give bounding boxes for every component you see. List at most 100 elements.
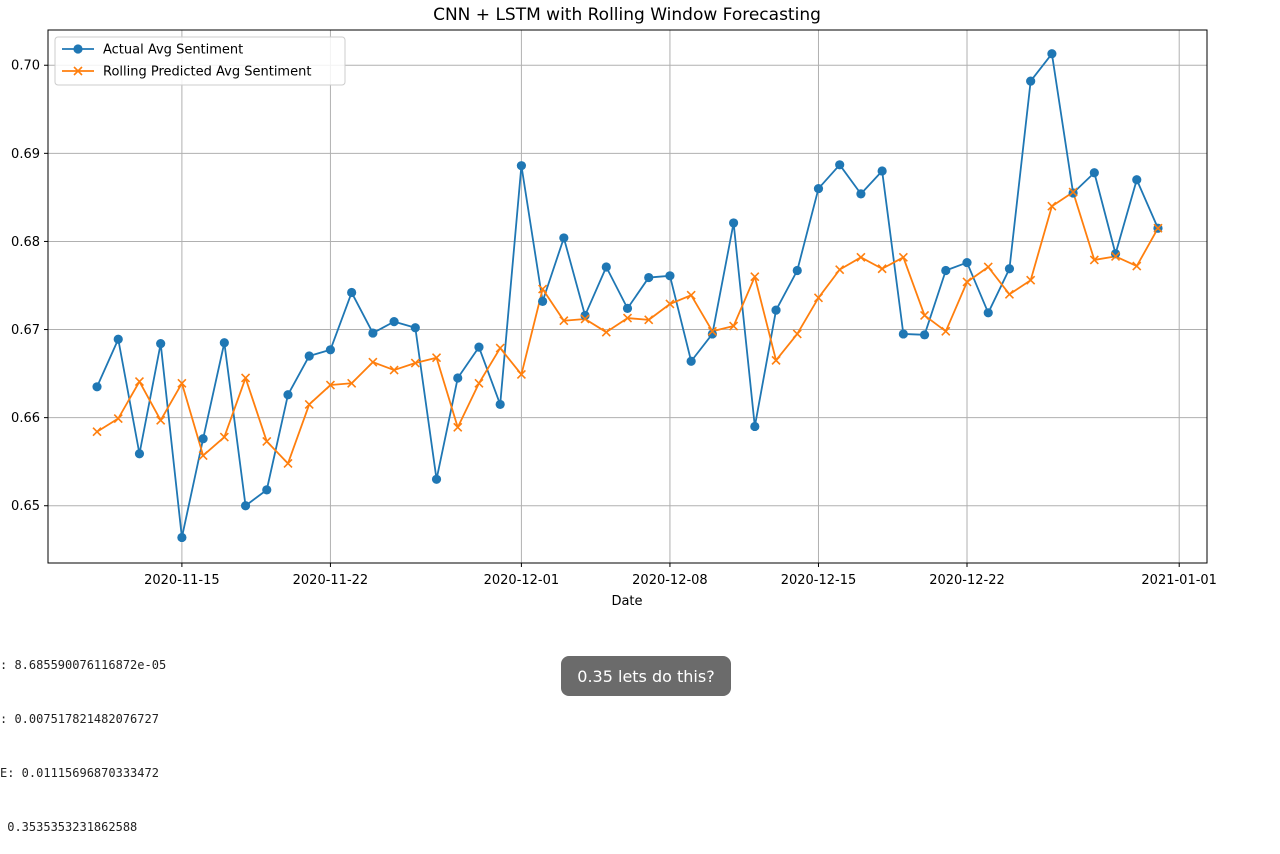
data-point: [156, 339, 166, 349]
metric-line: : 8.685590076116872e-05: [0, 658, 167, 672]
data-point: [622, 313, 633, 323]
data-point: [983, 262, 993, 272]
data-point: [134, 449, 145, 459]
x-tick-label: 2020-12-08: [632, 573, 708, 588]
data-point: [771, 355, 781, 365]
data-point: [431, 474, 442, 484]
data-point: [707, 329, 717, 339]
x-tick-label: 2020-12-15: [781, 573, 857, 588]
data-point: [368, 328, 378, 338]
data-point: [1026, 76, 1036, 86]
data-point: [941, 265, 951, 276]
data-point: [516, 161, 527, 171]
data-point: [856, 252, 866, 262]
data-point: [474, 342, 484, 352]
data-point: [1004, 264, 1015, 274]
x-tick-label: 2020-11-22: [293, 573, 369, 588]
data-point: [601, 327, 611, 337]
legend-label: Actual Avg Sentiment: [103, 43, 243, 58]
data-point: [665, 271, 675, 281]
y-tick-label: 0.67: [11, 323, 40, 338]
data-point: [113, 413, 123, 424]
data-point: [835, 160, 845, 170]
data-point: [262, 436, 272, 446]
data-point: [750, 272, 760, 282]
data-point: [1047, 201, 1057, 211]
data-point: [601, 262, 611, 272]
sentiment-chart: CNN + LSTM with Rolling Window Forecasti…: [11, 5, 1217, 609]
x-axis-label: Date: [611, 594, 642, 609]
data-point: [898, 329, 908, 339]
data-point: [198, 434, 208, 444]
data-point: [538, 284, 548, 294]
data-point: [813, 293, 824, 303]
data-point: [1110, 249, 1121, 259]
data-point: [941, 326, 951, 336]
x-tick-label: 2020-12-01: [484, 573, 560, 588]
data-point: [1153, 223, 1163, 233]
y-tick-label: 0.66: [11, 411, 40, 426]
data-point: [1068, 187, 1078, 197]
metrics-output: : 8.685590076116872e-05 : 0.007517821482…: [0, 620, 166, 854]
series-markers: [92, 49, 1163, 543]
data-point: [240, 373, 251, 383]
data-point: [368, 357, 378, 367]
data-point: [644, 315, 654, 325]
data-point: [644, 272, 654, 283]
data-point: [347, 378, 357, 388]
data-point: [538, 296, 548, 306]
data-point: [156, 415, 166, 425]
series-line: [96, 52, 1159, 539]
data-point: [813, 183, 824, 194]
data-point: [1110, 251, 1121, 261]
data-point: [177, 532, 187, 543]
data-point: [792, 265, 802, 276]
data-point: [240, 501, 251, 511]
y-tick-label: 0.69: [11, 147, 40, 162]
data-point: [792, 329, 802, 339]
data-point: [898, 252, 908, 262]
data-point: [495, 343, 505, 353]
data-point: [622, 303, 633, 313]
data-point: [516, 369, 526, 380]
data-point: [1026, 275, 1036, 285]
series-line: [96, 191, 1159, 465]
data-point: [283, 458, 293, 469]
data-point: [729, 321, 739, 331]
data-point: [304, 399, 314, 409]
data-point: [1047, 49, 1057, 59]
chat-tooltip[interactable]: 0.35 lets do this?: [561, 656, 731, 696]
y-tick-label: 0.68: [11, 235, 40, 250]
data-point: [219, 432, 229, 442]
data-point: [728, 218, 739, 228]
plot-frame: [47, 29, 1208, 564]
legend: Actual Avg Sentiment Rolling Predicted Av…: [54, 36, 346, 86]
x-axis: 2020-11-15 2020-11-22 2020-12-01 2020-12-08…: [144, 563, 1217, 588]
plot-area-border: [47, 29, 1208, 564]
data-point: [1004, 289, 1015, 299]
metric-line: : 0.007517821482076727: [0, 712, 159, 726]
data-point: [431, 353, 442, 363]
data-point: [962, 277, 972, 287]
data-point: [453, 373, 463, 383]
data-point: [771, 305, 781, 315]
metric-line: 0.3535353231862588: [0, 820, 138, 834]
data-point: [559, 316, 569, 326]
data-point: [92, 382, 102, 392]
legend-marker: [73, 44, 83, 54]
data-point: [835, 265, 845, 275]
data-point: [134, 376, 145, 387]
data-point: [707, 326, 717, 336]
x-tick-label: 2021-01-01: [1141, 573, 1217, 588]
data-point: [686, 290, 696, 300]
data-point: [856, 189, 866, 199]
data-point: [325, 345, 336, 355]
data-point: [410, 358, 420, 368]
data-point: [453, 422, 463, 432]
data-point: [877, 264, 887, 274]
data-point: [389, 317, 399, 327]
data-point: [474, 378, 484, 388]
data-point: [495, 399, 505, 410]
data-point: [219, 338, 229, 348]
data-point: [580, 314, 590, 324]
